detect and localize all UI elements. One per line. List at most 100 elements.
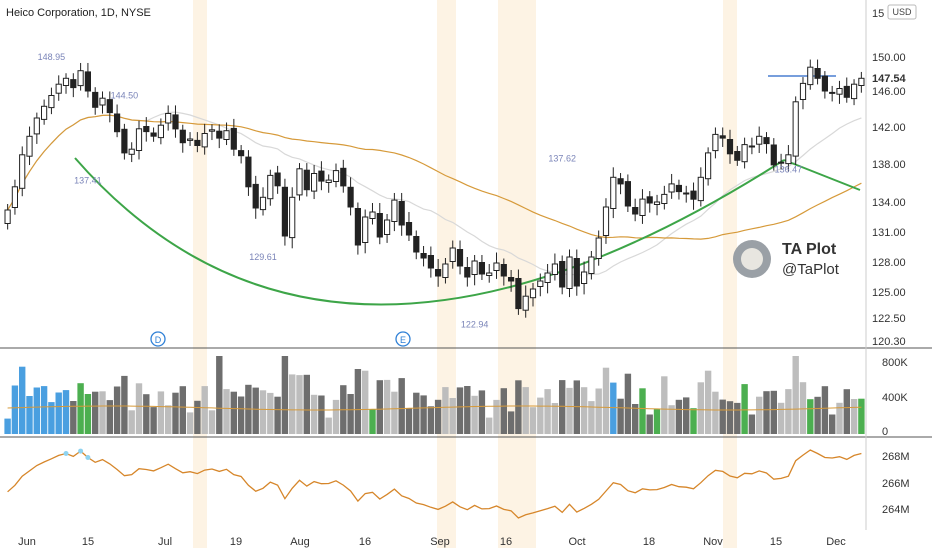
volume-bar [595, 388, 602, 434]
candle-body [259, 196, 267, 211]
volume-bar [471, 395, 478, 434]
candle-body [661, 193, 668, 204]
volume-tick-label: 0 [882, 426, 888, 438]
candle-body [99, 97, 106, 106]
y-tick-label: 128.00 [872, 257, 906, 269]
candle-body [799, 82, 807, 101]
candle-body [252, 183, 259, 209]
candle-body [369, 211, 376, 219]
candle-body [303, 169, 310, 191]
volume-bar [318, 395, 325, 434]
candle-body [318, 170, 325, 182]
volume-bar [821, 386, 829, 434]
volume-bar [201, 386, 208, 434]
volume-bar [165, 405, 172, 434]
volume-bar [296, 375, 303, 434]
event-marker-label: E [400, 335, 406, 345]
volume-average-line [7, 405, 862, 411]
x-tick-label: 15 [82, 536, 94, 548]
candle-body [427, 255, 434, 269]
volume-bar [639, 388, 646, 434]
volume-bar [442, 387, 449, 434]
price-pane[interactable]: 148.95 144.50 137.41 129.61 122.94 137.62 136.… [4, 52, 865, 347]
volume-bar [486, 417, 493, 434]
indicator-pane[interactable] [7, 448, 862, 519]
volume-bar [814, 396, 821, 434]
volume-bar [237, 396, 245, 434]
volume-bar [843, 389, 850, 434]
candle-body [478, 262, 485, 275]
candle-body [41, 105, 48, 120]
candle-body [92, 91, 99, 108]
volume-pane[interactable] [4, 356, 865, 434]
value-annotation: 137.41 [74, 176, 102, 186]
candle-body [442, 263, 449, 278]
volume-bar [19, 366, 26, 434]
volume-bar [77, 383, 84, 434]
candle-body [763, 137, 770, 145]
candle-body [471, 260, 478, 275]
candle-body [508, 277, 515, 282]
candle-body [581, 271, 588, 284]
volume-bar [48, 402, 55, 434]
candle-body [296, 168, 303, 196]
candle-body [62, 77, 70, 87]
candle-body [77, 70, 84, 87]
indicator-tick-label: 264M [882, 504, 910, 516]
volume-bar [653, 409, 661, 434]
candle-body [245, 156, 252, 188]
volume-bar [113, 386, 121, 434]
candle-body [515, 278, 522, 310]
volume-bar [785, 389, 792, 434]
indicator-highlight-dot [63, 450, 69, 456]
cup-curve [74, 157, 785, 306]
volume-bar [172, 392, 179, 434]
candle-body [632, 207, 639, 215]
candle-body [384, 219, 391, 235]
volume-bar [179, 386, 186, 434]
price-marker-bg [868, 71, 910, 85]
event-marker [150, 331, 166, 347]
y-tick-label: 150.00 [872, 52, 906, 64]
candle-body [121, 128, 128, 154]
volume-bar [33, 387, 40, 434]
volume-bar [135, 383, 143, 434]
candle-body [741, 144, 748, 163]
candle-body [187, 138, 194, 141]
volume-bar [675, 399, 683, 434]
volume-bar [792, 356, 799, 434]
candle-body [194, 139, 201, 146]
volume-bar [55, 392, 62, 434]
candle-body [778, 161, 785, 164]
candle-body [814, 68, 821, 79]
candle-body [829, 91, 836, 94]
volume-bar [683, 397, 690, 434]
volume-bar [106, 400, 113, 434]
candle-body [325, 179, 332, 184]
candle-body [435, 269, 442, 277]
watermark-title: TA Plot [782, 241, 837, 258]
candle-body [529, 288, 537, 299]
volume-bar [128, 410, 135, 434]
value-annotation: 122.94 [461, 319, 489, 329]
volume-bar [770, 390, 777, 434]
candle-body [55, 83, 62, 94]
x-tick-label: 16 [359, 536, 371, 548]
candle-body [559, 261, 566, 288]
watermark-handle: @TaPlot [782, 261, 840, 278]
x-tick-label: 18 [643, 536, 655, 548]
indicator-highlight-dot [78, 448, 84, 454]
volume-bar [559, 380, 566, 434]
volume-bar [186, 412, 194, 434]
volume-bar [712, 391, 719, 434]
candle-body [311, 173, 318, 192]
watermark: TA Plot @TaPlot [733, 240, 840, 278]
candle-body [354, 208, 361, 246]
indicator-tick-label: 268M [882, 451, 910, 463]
currency-badge[interactable]: USD [887, 4, 917, 20]
x-tick-label: Oct [568, 536, 585, 548]
volume-bar [661, 376, 668, 434]
candle-body [11, 186, 18, 209]
candle-body [420, 253, 427, 259]
volume-bar [121, 375, 128, 434]
